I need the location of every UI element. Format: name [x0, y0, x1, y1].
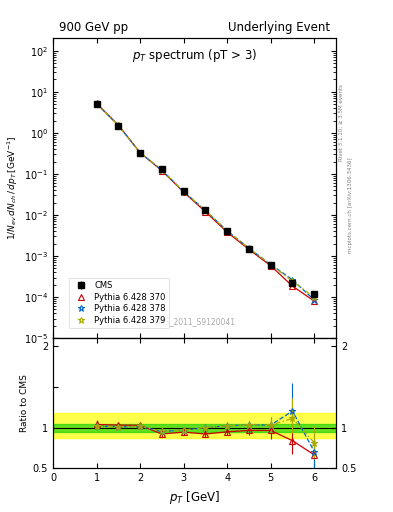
Pythia 6.428 379 — [116, 122, 121, 129]
Pythia 6.428 379 — [268, 262, 273, 268]
Text: $p_{T}$ spectrum (pT > 3): $p_{T}$ spectrum (pT > 3) — [132, 48, 257, 65]
Pythia 6.428 370 — [268, 263, 273, 269]
Pythia 6.428 379 — [225, 228, 230, 234]
Pythia 6.428 379 — [181, 188, 186, 195]
Pythia 6.428 378 — [268, 262, 273, 268]
Pythia 6.428 370 — [138, 150, 143, 156]
Pythia 6.428 379 — [203, 207, 208, 214]
Pythia 6.428 378 — [203, 207, 208, 214]
Bar — [53, 424, 336, 432]
Pythia 6.428 379 — [290, 278, 295, 284]
Pythia 6.428 370 — [94, 100, 99, 106]
Line: Pythia 6.428 370: Pythia 6.428 370 — [94, 101, 317, 304]
Pythia 6.428 379 — [138, 150, 143, 156]
Pythia 6.428 379 — [160, 167, 164, 173]
Pythia 6.428 378 — [138, 150, 143, 156]
Text: 900 GeV pp: 900 GeV pp — [59, 21, 128, 34]
Pythia 6.428 379 — [94, 101, 99, 107]
Pythia 6.428 370 — [203, 209, 208, 215]
Pythia 6.428 378 — [225, 228, 230, 234]
Pythia 6.428 379 — [246, 245, 251, 251]
Pythia 6.428 378 — [181, 188, 186, 195]
Pythia 6.428 370 — [246, 246, 251, 252]
Pythia 6.428 378 — [246, 245, 251, 251]
Pythia 6.428 378 — [94, 101, 99, 107]
Pythia 6.428 370 — [116, 122, 121, 128]
Line: Pythia 6.428 378: Pythia 6.428 378 — [93, 100, 318, 304]
Pythia 6.428 370 — [312, 298, 317, 304]
Pythia 6.428 378 — [290, 276, 295, 283]
Y-axis label: Ratio to CMS: Ratio to CMS — [20, 374, 29, 432]
Pythia 6.428 370 — [290, 283, 295, 289]
Text: Rivet 3.1.10; ≥ 3.5M events: Rivet 3.1.10; ≥ 3.5M events — [339, 84, 344, 161]
Pythia 6.428 378 — [312, 297, 317, 303]
Text: CMS_2011_S9120041: CMS_2011_S9120041 — [154, 317, 235, 326]
Legend: CMS, Pythia 6.428 370, Pythia 6.428 378, Pythia 6.428 379: CMS, Pythia 6.428 370, Pythia 6.428 378,… — [68, 278, 169, 328]
Pythia 6.428 378 — [116, 122, 121, 129]
Y-axis label: $1/N_{ev}\, dN_{ch}\, /\, dp_{T}\, [\mathrm{GeV}^{-1}]$: $1/N_{ev}\, dN_{ch}\, /\, dp_{T}\, [\mat… — [6, 136, 20, 241]
Pythia 6.428 378 — [160, 167, 164, 173]
Pythia 6.428 379 — [312, 294, 317, 301]
Line: Pythia 6.428 379: Pythia 6.428 379 — [93, 100, 318, 301]
Pythia 6.428 370 — [181, 189, 186, 195]
Text: Underlying Event: Underlying Event — [228, 21, 331, 34]
Pythia 6.428 370 — [225, 229, 230, 236]
X-axis label: $p_{T}$ [GeV]: $p_{T}$ [GeV] — [169, 489, 220, 506]
Pythia 6.428 370 — [160, 167, 164, 174]
Text: mcplots.cern.ch [arXiv:1306.3436]: mcplots.cern.ch [arXiv:1306.3436] — [348, 157, 353, 252]
Bar — [53, 413, 336, 438]
